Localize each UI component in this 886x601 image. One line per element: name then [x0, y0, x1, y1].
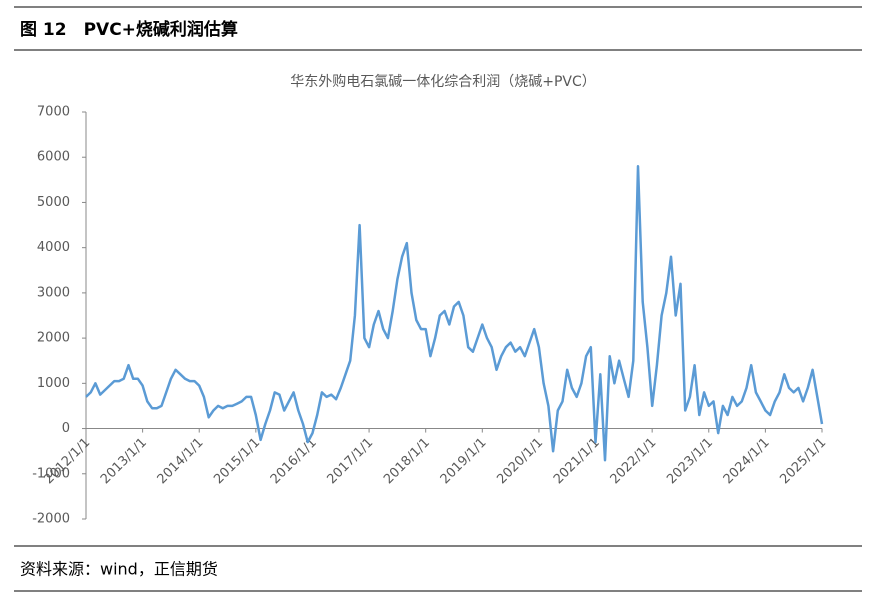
y-tick-label: -2000 [32, 512, 70, 527]
x-tick-label: 2025/1/1 [777, 435, 829, 487]
y-tick-label: 5000 [37, 195, 70, 210]
y-tick-label: 0 [62, 421, 70, 436]
x-tick-label: 2020/1/1 [494, 435, 546, 487]
x-tick-label: 2013/1/1 [98, 435, 150, 487]
y-tick-label: 4000 [37, 240, 70, 255]
y-tick-label: -1000 [32, 466, 70, 481]
x-tick-label: 2019/1/1 [438, 435, 490, 487]
y-tick-label: 3000 [37, 285, 70, 300]
source: 资料来源：wind，正信期货 [20, 560, 218, 579]
chart-title: 华东外购电石氯碱一体化综合利润（烧碱+PVC） [290, 74, 596, 90]
x-tick-label: 2018/1/1 [381, 435, 433, 487]
x-tick-label: 2022/1/1 [608, 435, 660, 487]
x-tick-label: 2015/1/1 [211, 435, 263, 487]
plot: -2000 -1000 0 1000 2000 3000 4000 5000 6000 7000 2… [32, 105, 829, 527]
figure-title: 图 12 PVC+烧碱利润估算 [20, 19, 238, 40]
y-tick-label: 2000 [37, 331, 70, 346]
series-line [85, 165, 824, 462]
x-tick-label: 2014/1/1 [155, 435, 207, 487]
y-tick-label: 6000 [37, 150, 70, 165]
x-tick-label: 2016/1/1 [268, 435, 320, 487]
y-tick-label: 1000 [37, 376, 70, 391]
y-tick-label: 7000 [37, 105, 70, 120]
x-tick-label: 2023/1/1 [664, 435, 716, 487]
x-tick-label: 2024/1/1 [721, 435, 773, 487]
x-tick-label: 2017/1/1 [324, 435, 376, 487]
